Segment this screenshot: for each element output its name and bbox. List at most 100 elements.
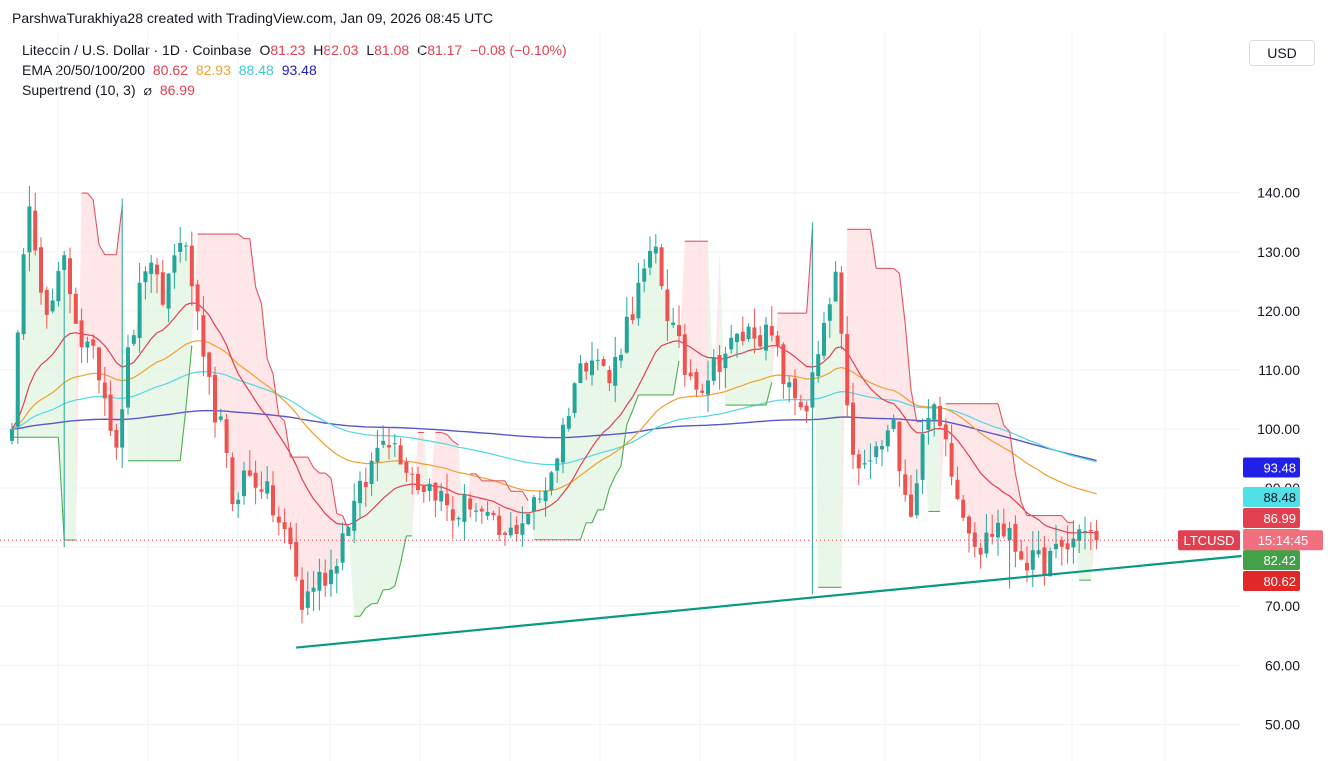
candle-body (1036, 550, 1041, 555)
candle-body (352, 500, 357, 531)
candle (526, 513, 531, 526)
candle-body (926, 417, 931, 430)
candle-body (537, 498, 542, 500)
ema50-value: 82.93 (195, 62, 231, 78)
candle (787, 375, 792, 403)
candle-body (1013, 523, 1018, 552)
candle-body (474, 510, 478, 512)
supertrend-fill-segment (905, 323, 911, 506)
candle-body (137, 282, 142, 339)
candle (740, 316, 745, 346)
candle (972, 521, 977, 558)
candle (218, 408, 223, 423)
candle (514, 516, 519, 542)
supertrend-fill-segment (145, 268, 152, 461)
candle (265, 465, 270, 500)
supertrend-fill-segment (829, 286, 836, 588)
candle-body (445, 493, 449, 506)
supertrend-segment (521, 490, 529, 501)
candle (549, 470, 554, 496)
supertrend-segment (394, 562, 402, 587)
supertrend-segment (893, 267, 900, 274)
candle-body (392, 443, 397, 445)
candle-body (224, 419, 229, 453)
supertrend-fill-segment (1079, 531, 1085, 581)
supertrend-segment (336, 512, 343, 517)
supertrend-fill-segment (858, 229, 865, 464)
candle (682, 323, 687, 387)
candle (932, 402, 937, 437)
candle (114, 424, 119, 460)
supertrend-segment (632, 394, 639, 411)
supertrend-fill-segment (951, 403, 958, 490)
candle-body (421, 486, 426, 492)
candle-body (363, 481, 368, 488)
supertrend-fill-segment (197, 234, 204, 336)
candle (311, 571, 316, 611)
candle (172, 243, 177, 289)
candle (1065, 525, 1070, 564)
candle-body (897, 421, 902, 472)
candle-body (595, 359, 600, 361)
symbol-legend[interactable]: Litecoin / U.S. Dollar · 1D · Coinbase O… (22, 42, 571, 58)
candle-body (827, 304, 832, 321)
candle (282, 508, 287, 544)
candle (178, 226, 183, 263)
candle (648, 236, 652, 276)
candle (671, 307, 676, 328)
candle (619, 348, 623, 368)
candle-body (195, 284, 200, 312)
supertrend-segment (898, 273, 906, 324)
price-tag-bg (1243, 457, 1300, 478)
candle (607, 365, 612, 391)
candle (247, 450, 252, 478)
price-axis-label: 120.00 (1257, 303, 1300, 319)
candle-body (294, 541, 299, 577)
supertrend-segment (603, 488, 610, 510)
candle-body (329, 569, 333, 585)
candle-body (520, 523, 525, 535)
candle-body (903, 474, 908, 495)
change-value: −0.08 (−0.10%) (470, 42, 567, 58)
supertrend-fill-segment (75, 193, 82, 541)
candle (706, 360, 710, 413)
supertrend-fill-segment (702, 241, 708, 392)
supertrend-fill-segment (1021, 502, 1027, 567)
candle (729, 325, 734, 354)
candle (433, 482, 438, 518)
candle-body (398, 445, 403, 465)
close-value: 81.17 (427, 42, 463, 58)
candle (775, 331, 780, 357)
candle (903, 459, 908, 502)
candle (404, 457, 409, 482)
candle-body (746, 326, 751, 340)
candle-body (218, 416, 223, 420)
supertrend-segment (260, 303, 268, 359)
ema50-line (11, 340, 1097, 495)
candle-body (920, 434, 925, 480)
supertrend-fill-segment (110, 254, 117, 439)
ema-legend[interactable]: EMA 20/50/100/200 80.62 82.93 88.48 93.4… (22, 62, 321, 78)
candle (804, 401, 809, 423)
supertrend-fill-segment (180, 245, 186, 461)
supertrend-fill-segment (754, 333, 761, 406)
candle-body (160, 272, 165, 305)
candle (1094, 519, 1099, 550)
supertrend-fill-segment (876, 268, 882, 452)
candle-body (810, 372, 815, 408)
candle-body (624, 316, 629, 353)
supertrend-segment (1009, 431, 1016, 474)
candle-body (497, 515, 502, 535)
supertrend-fill-segment (667, 305, 674, 395)
candle-body (73, 293, 78, 324)
supertrend-fill-segment (800, 313, 807, 409)
candle (375, 430, 380, 482)
candle-body (10, 429, 14, 441)
currency-button[interactable]: USD (1249, 40, 1315, 66)
candle-body (566, 416, 571, 429)
support-trendline (296, 554, 1242, 649)
candle (833, 261, 838, 302)
candle-body (781, 344, 786, 385)
candle (943, 418, 948, 457)
